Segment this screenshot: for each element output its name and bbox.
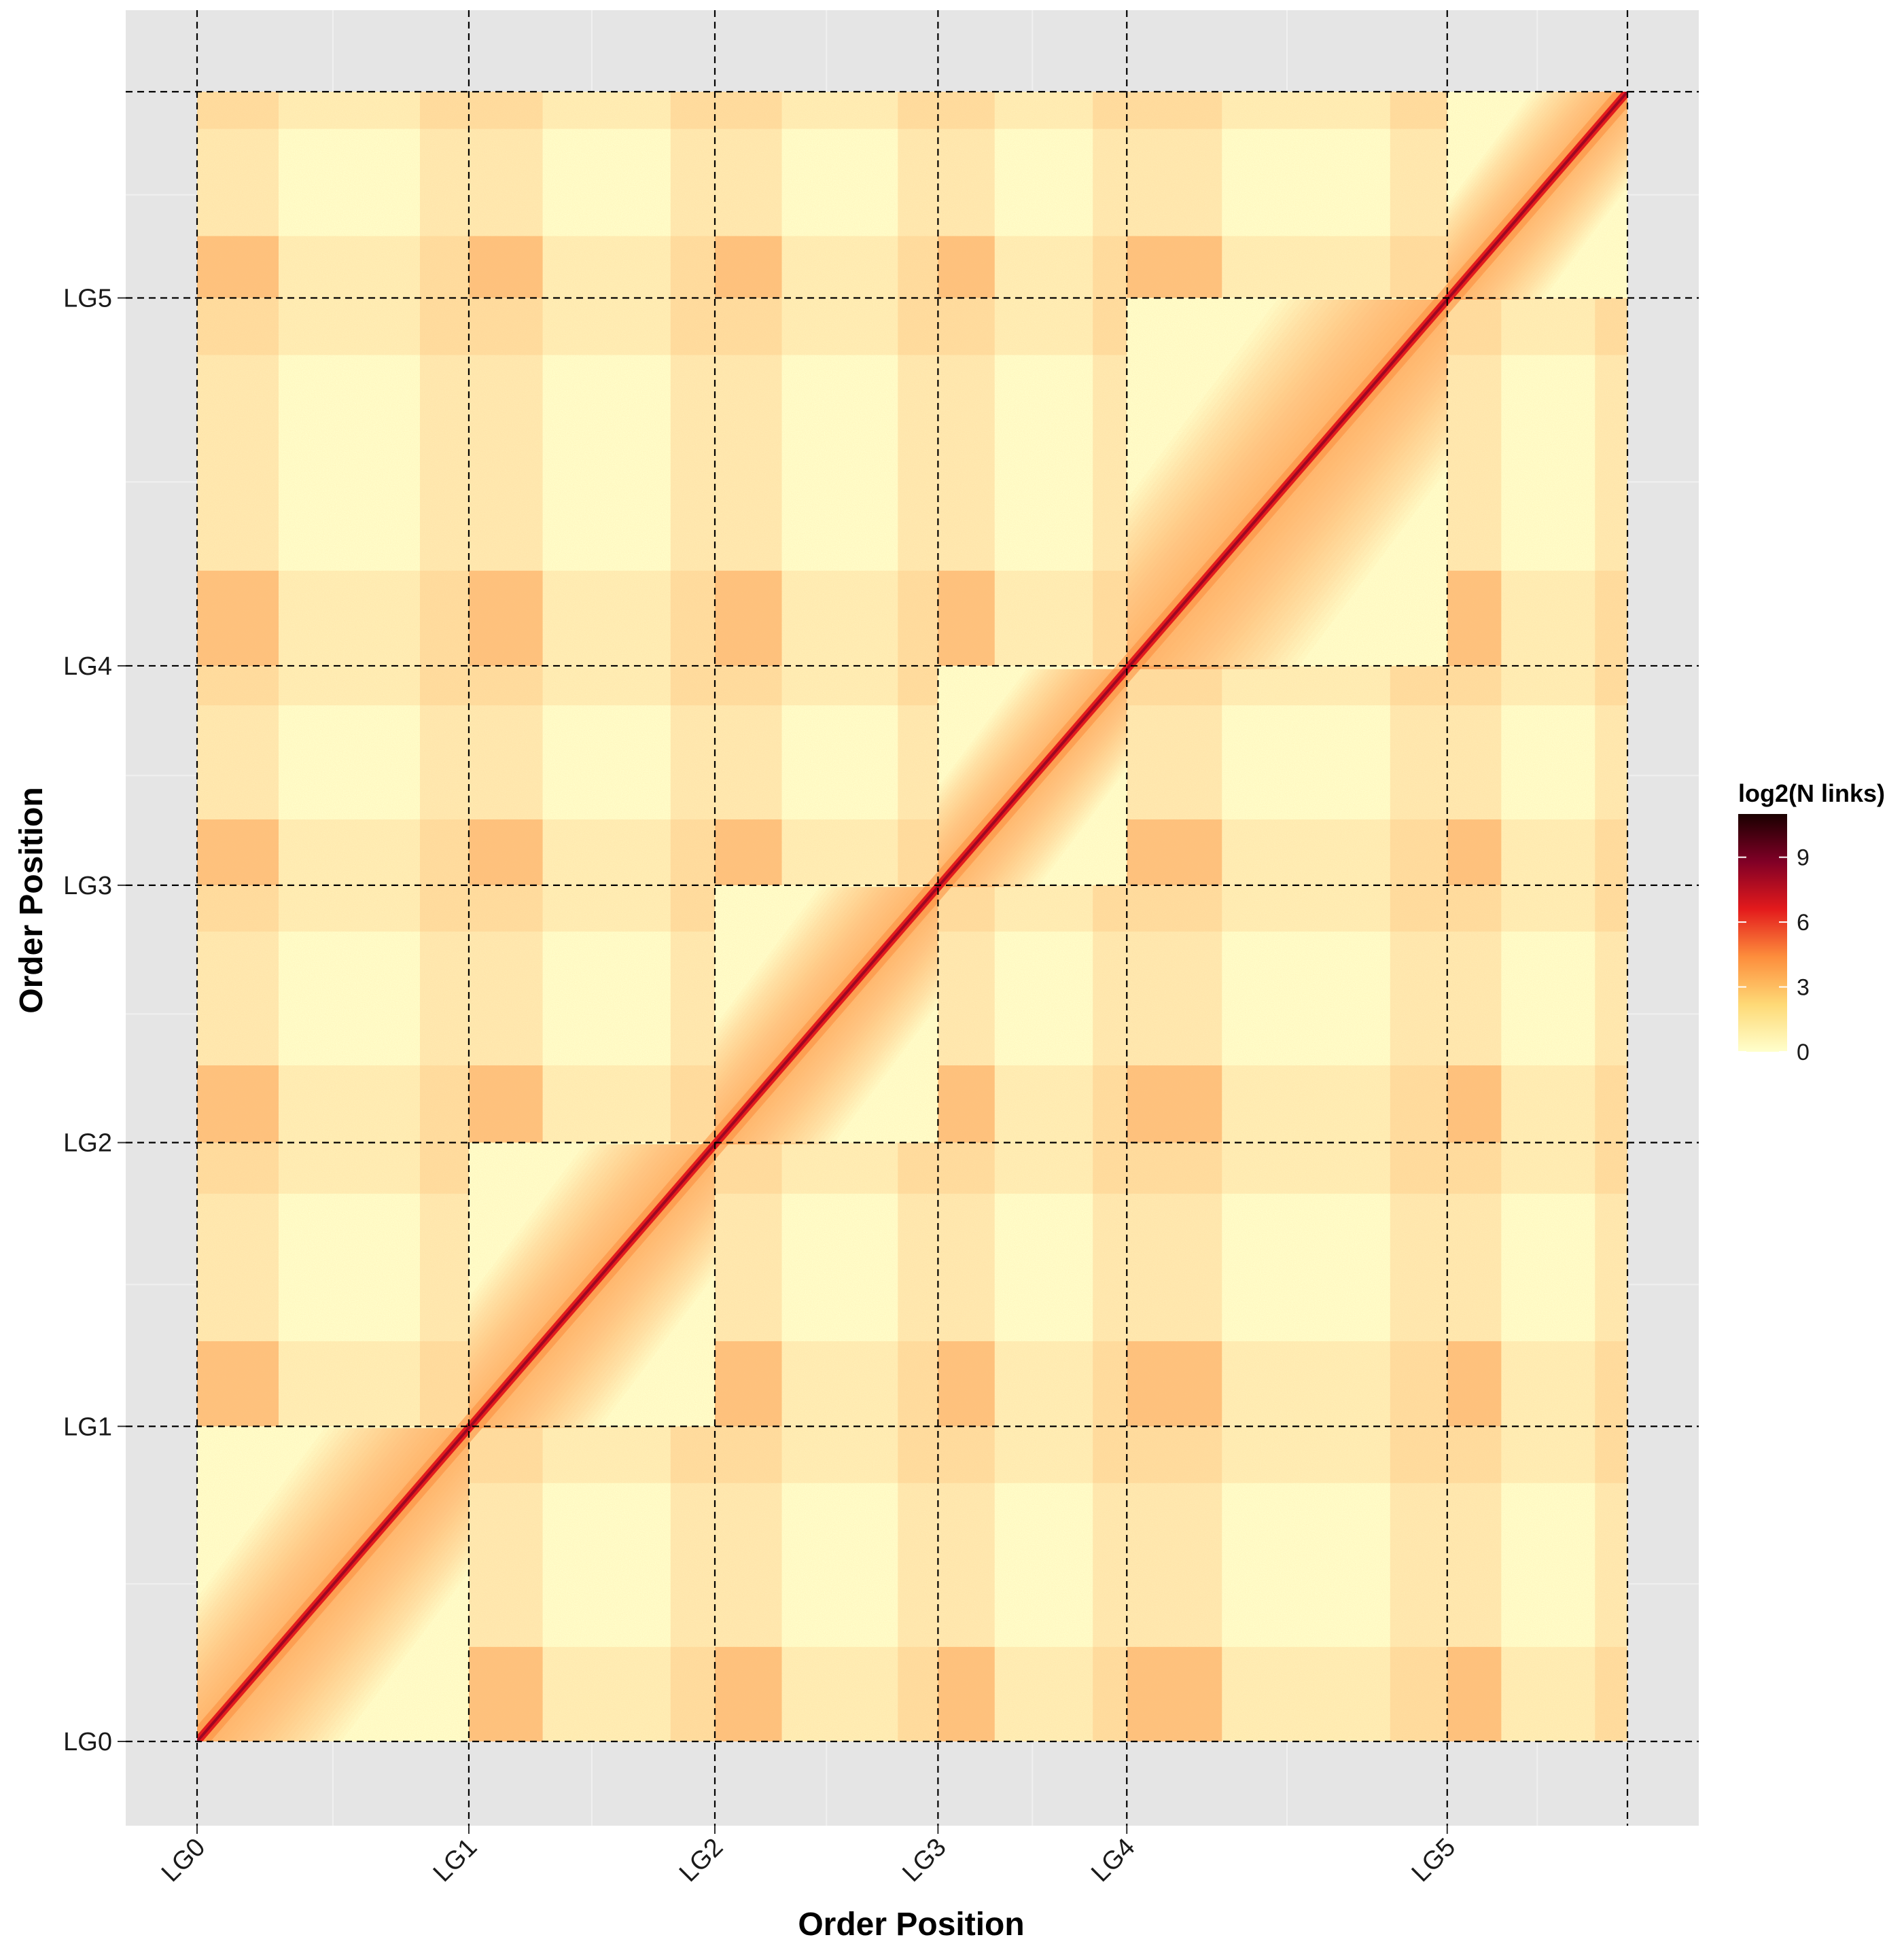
legend-tick-label: 6 xyxy=(1797,910,1810,936)
legend-title: log2(N links) xyxy=(1738,779,1885,807)
y-tick-label: LG2 xyxy=(63,1129,112,1158)
legend-tick-label: 3 xyxy=(1797,975,1810,1001)
legend-tick-label: 9 xyxy=(1797,845,1810,871)
x-tick-label: LG3 xyxy=(897,1833,951,1888)
legend-ticks: 0 3 6 9 xyxy=(1738,845,1810,1065)
x-axis-title: Order Position xyxy=(798,1907,1024,1943)
y-tick-label: LG3 xyxy=(63,872,112,900)
y-axis: LG0 LG1 LG2 LG3 LG4 LG5 xyxy=(63,285,126,1756)
x-axis: LG0 LG1 LG2 LG3 LG4 LG5 xyxy=(156,1826,1461,1888)
x-tick-label: LG1 xyxy=(428,1833,482,1888)
x-tick-label: LG4 xyxy=(1086,1833,1140,1888)
y-tick-label: LG0 xyxy=(63,1728,112,1756)
y-tick-label: LG1 xyxy=(63,1413,112,1441)
legend-tick-label: 0 xyxy=(1797,1040,1810,1065)
color-legend: log2(N links) 0 3 6 9 xyxy=(1738,779,1885,1065)
linkage-group-boundary-lines xyxy=(126,10,1699,1826)
legend-color-bar xyxy=(1738,814,1787,1052)
x-tick-label: LG0 xyxy=(156,1833,211,1888)
heatmap-matrix xyxy=(197,92,1627,1741)
diagonal-peak xyxy=(197,92,1627,1741)
y-tick-label: LG5 xyxy=(63,285,112,313)
x-tick-label: LG2 xyxy=(674,1833,728,1888)
x-tick-label: LG5 xyxy=(1407,1833,1461,1888)
y-tick-label: LG4 xyxy=(63,652,112,681)
y-axis-title: Order Position xyxy=(14,787,50,1013)
